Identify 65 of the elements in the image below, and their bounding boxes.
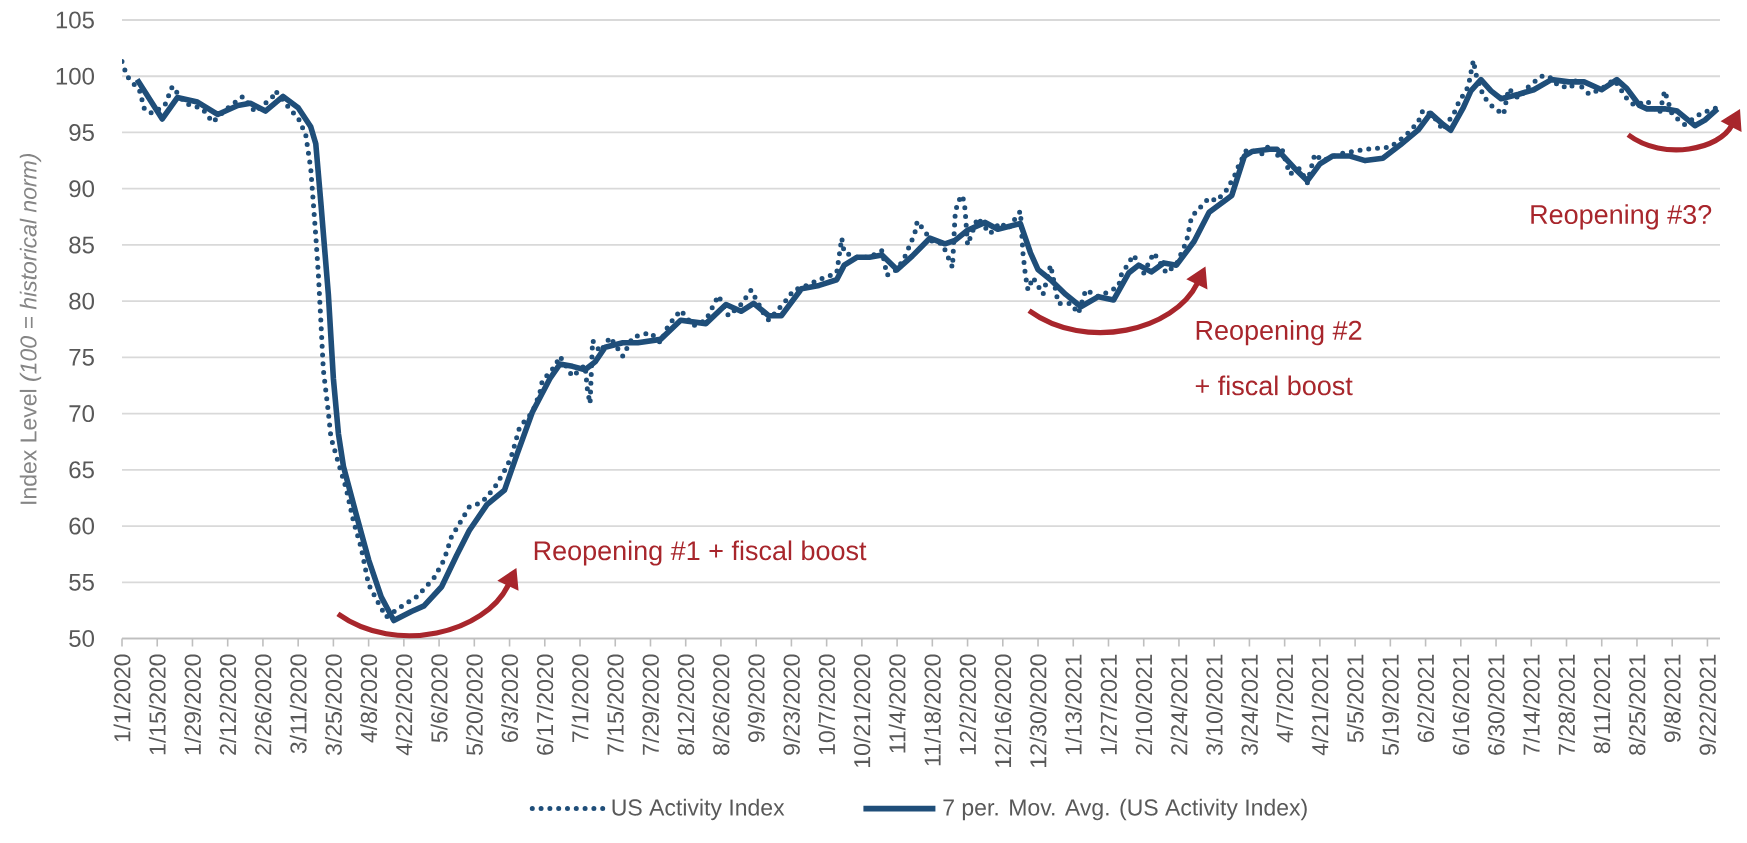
y-tick-label: 85 [69,236,94,254]
y-tick-label: 80 [69,292,95,310]
y-axis-title: Index Level (100 = historical norm) [19,153,42,504]
x-tick-label: 2/24/2021 [1170,654,1188,755]
y-tick-label: 100 [56,67,94,85]
x-tick-label: 12/30/2020 [1029,654,1047,767]
y-tick-label: 55 [69,573,94,591]
x-tick-label: 1/27/2021 [1100,654,1117,755]
annotation: + fiscal boost [1195,375,1353,396]
annotation: Reopening #2 [1196,320,1362,346]
y-tick-label: 75 [69,349,94,366]
x-tick-label: 9/22/2021 [1698,654,1716,755]
x-tick-label: 11/4/2020 [888,654,906,753]
x-tick-label: 4/7/2021 [1276,654,1294,743]
x-tick-label: 4/22/2020 [395,654,413,756]
x-tick-label: 6/16/2021 [1452,654,1470,755]
x-tick-label: 6/30/2021 [1487,654,1505,755]
x-tick-label: 1/15/2020 [148,654,166,755]
x-tick-label: 8/11/2021 [1593,654,1611,754]
x-tick-label: 7/1/2020 [571,654,589,742]
x-tick-label: 5/5/2021 [1346,654,1364,743]
x-tick-label: 3/24/2021 [1240,654,1258,756]
x-tick-label: 8/12/2020 [677,654,695,755]
x-tick-label: 9/23/2020 [782,654,800,755]
legend-label: 7 per. Mov. Avg. (US Activity Index) [943,798,1307,821]
x-tick-label: 2/10/2021 [1135,654,1153,755]
x-tick-label: 6/2/2021 [1417,654,1435,742]
x-tick-label: 7/28/2021 [1558,654,1575,755]
annotation: Reopening #3? [1531,204,1712,230]
x-tick-label: 3/11/2020 [289,654,307,754]
annotation: Reopening #1 + fiscal boost [534,540,867,566]
x-tick-label: 4/21/2021 [1311,654,1329,756]
x-tick-label: 1/13/2021 [1064,654,1082,755]
y-tick-label: 60 [69,517,95,535]
x-tick-label: 3/25/2020 [324,654,342,756]
legend-label: US Activity Index [612,798,785,821]
x-tick-label: 3/10/2021 [1205,654,1223,756]
x-tick-label: 9/8/2021 [1663,654,1681,743]
x-tick-label: 9/9/2020 [747,654,765,743]
y-tick-label: 50 [69,630,95,647]
x-tick-label: 6/17/2020 [536,654,554,755]
x-tick-label: 12/16/2020 [994,654,1012,767]
y-tick-label: 70 [69,405,95,423]
x-tick-label: 1/1/2020 [113,654,131,742]
x-tick-label: 1/29/2020 [184,654,201,755]
y-tick-label: 95 [69,123,94,141]
x-tick-label: 10/7/2020 [818,654,836,755]
x-tick-label: 12/2/2020 [959,654,976,755]
x-tick-label: 5/19/2021 [1381,654,1399,755]
x-tick-label: 2/12/2020 [219,654,237,755]
x-tick-label: 2/26/2020 [254,654,272,755]
x-tick-label: 4/8/2020 [360,654,378,743]
x-tick-label: 7/29/2020 [642,654,659,755]
y-tick-label: 65 [69,461,94,479]
x-tick-label: 5/20/2020 [465,654,483,755]
x-tick-label: 7/14/2021 [1522,654,1540,755]
x-tick-label: 8/25/2021 [1628,654,1646,755]
x-tick-label: 10/21/2020 [853,654,871,767]
x-tick-label: 11/18/2020 [923,654,941,766]
x-tick-label: 5/6/2020 [430,654,448,743]
y-tick-label: 105 [56,11,94,29]
x-tick-label: 8/26/2020 [712,654,730,755]
x-tick-label: 6/3/2020 [501,654,518,742]
y-tick-label: 90 [69,180,95,198]
x-tick-label: 7/15/2020 [606,654,624,755]
